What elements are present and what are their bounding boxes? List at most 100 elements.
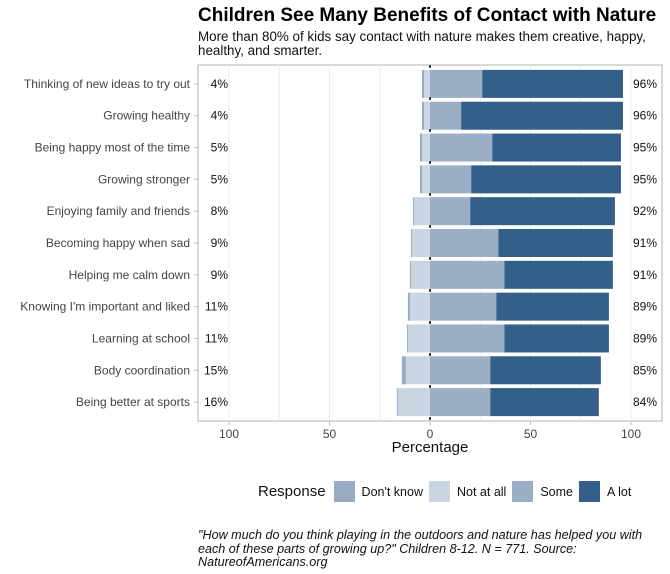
bar-a-lot (482, 69, 623, 98)
bar-a-lot (470, 197, 615, 226)
bar-don-t-know (409, 260, 411, 289)
bar-don-t-know (396, 388, 398, 417)
bar-not-at-all (407, 324, 430, 353)
chart-subtitle: More than 80% of kids say contact with n… (198, 29, 646, 58)
right-percent-label: 85% (633, 363, 657, 377)
bar-not-at-all (421, 133, 430, 162)
legend-item-dont-know: Don't know (333, 481, 423, 502)
category-label: Growing stronger (98, 172, 190, 186)
bar-a-lot (492, 133, 621, 162)
bar-not-at-all (411, 229, 430, 257)
bar-don-t-know (419, 133, 422, 162)
bar-some (430, 165, 472, 194)
category-label: Knowing I'm important and liked (20, 300, 190, 314)
category-label: Body coordination (94, 363, 190, 377)
bar-not-at-all (421, 165, 430, 194)
left-percent-label: 5% (211, 141, 229, 155)
left-percent-label: 5% (211, 172, 229, 186)
category-label: Being better at sports (76, 395, 190, 409)
right-percent-label: 91% (633, 268, 657, 282)
right-percent-label: 92% (633, 204, 657, 218)
bar-not-at-all (413, 197, 430, 226)
right-percent-label: 89% (633, 300, 657, 314)
right-percent-label: 95% (633, 172, 657, 186)
bar-some (430, 324, 505, 353)
bar-a-lot (498, 229, 613, 257)
bar-not-at-all (397, 388, 430, 417)
x-tick-label: 0 (427, 427, 434, 441)
category-label: Enjoying family and friends (47, 204, 190, 218)
bar-don-t-know (421, 69, 424, 98)
bar-some (430, 388, 491, 417)
left-percent-label: 15% (204, 363, 228, 377)
legend-item-not-at-all: Not at all (429, 481, 506, 502)
category-label: Becoming happy when sad (46, 236, 190, 250)
x-tick-label: 100 (621, 427, 641, 441)
chart-title: Children See Many Benefits of Contact wi… (198, 5, 657, 26)
bar-some (430, 101, 462, 130)
legend-title: Response (258, 483, 326, 500)
bar-some (430, 260, 505, 289)
bar-not-at-all (423, 101, 430, 130)
bar-a-lot (471, 165, 621, 194)
bar-don-t-know (421, 101, 424, 130)
legend-item-some: Some (512, 481, 573, 502)
bar-some (430, 229, 499, 257)
left-percent-label: 9% (211, 236, 229, 250)
legend-label-some: Some (540, 484, 573, 499)
bar-not-at-all (405, 356, 430, 385)
bar-not-at-all (423, 69, 430, 98)
bar-don-t-know (407, 292, 410, 321)
legend-label-dont-know: Don't know (361, 484, 423, 499)
bar-don-t-know (419, 165, 422, 194)
legend-swatch-not-at-all (429, 481, 450, 502)
right-percent-label: 91% (633, 236, 657, 250)
bar-a-lot (496, 292, 609, 321)
bar-a-lot (504, 324, 609, 353)
chart-caption: "How much do you think playing in the ou… (198, 528, 643, 569)
right-percent-label: 84% (633, 395, 657, 409)
category-label: Growing healthy (103, 109, 190, 123)
bar-not-at-all (410, 260, 430, 289)
bar-some (430, 356, 491, 385)
left-percent-label: 8% (211, 204, 229, 218)
right-percent-label: 96% (633, 109, 657, 123)
left-percent-label: 11% (205, 300, 228, 314)
left-percent-label: 9% (211, 268, 229, 282)
left-percent-label: 4% (211, 109, 229, 123)
left-percent-label: 16% (204, 395, 228, 409)
legend-swatch-a-lot (579, 481, 600, 502)
bar-some (430, 133, 493, 162)
bar-not-at-all (409, 292, 430, 321)
legend-item-a-lot: A lot (579, 481, 631, 502)
category-label: Helping me calm down (69, 268, 190, 282)
bar-a-lot (461, 101, 623, 130)
bar-don-t-know (406, 324, 408, 353)
category-label: Thinking of new ideas to try out (24, 77, 191, 91)
x-axis-label: Percentage (392, 439, 469, 456)
legend-swatch-some (512, 481, 534, 502)
right-percent-label: 89% (633, 331, 657, 345)
bar-a-lot (490, 388, 599, 417)
legend: Response Don't know Not at all Some A lo… (258, 481, 637, 502)
category-label: Being happy most of the time (35, 141, 191, 155)
bar-don-t-know (410, 229, 412, 257)
bar-don-t-know (401, 356, 406, 385)
left-percent-label: 4% (211, 77, 229, 91)
bar-some (430, 197, 471, 226)
right-percent-label: 95% (633, 141, 657, 155)
bar-some (430, 292, 497, 321)
bar-a-lot (490, 356, 601, 385)
left-percent-label: 11% (205, 331, 228, 345)
bar-a-lot (504, 260, 613, 289)
x-tick-label: 50 (524, 427, 538, 441)
bar-don-t-know (412, 197, 414, 226)
legend-label-a-lot: A lot (607, 484, 632, 499)
legend-label-not-at-all: Not at all (457, 484, 507, 499)
bar-some (430, 69, 483, 98)
x-tick-label: 50 (323, 427, 337, 441)
x-tick-label: 100 (219, 427, 239, 441)
right-percent-label: 96% (633, 77, 657, 91)
category-label: Learning at school (92, 331, 190, 345)
